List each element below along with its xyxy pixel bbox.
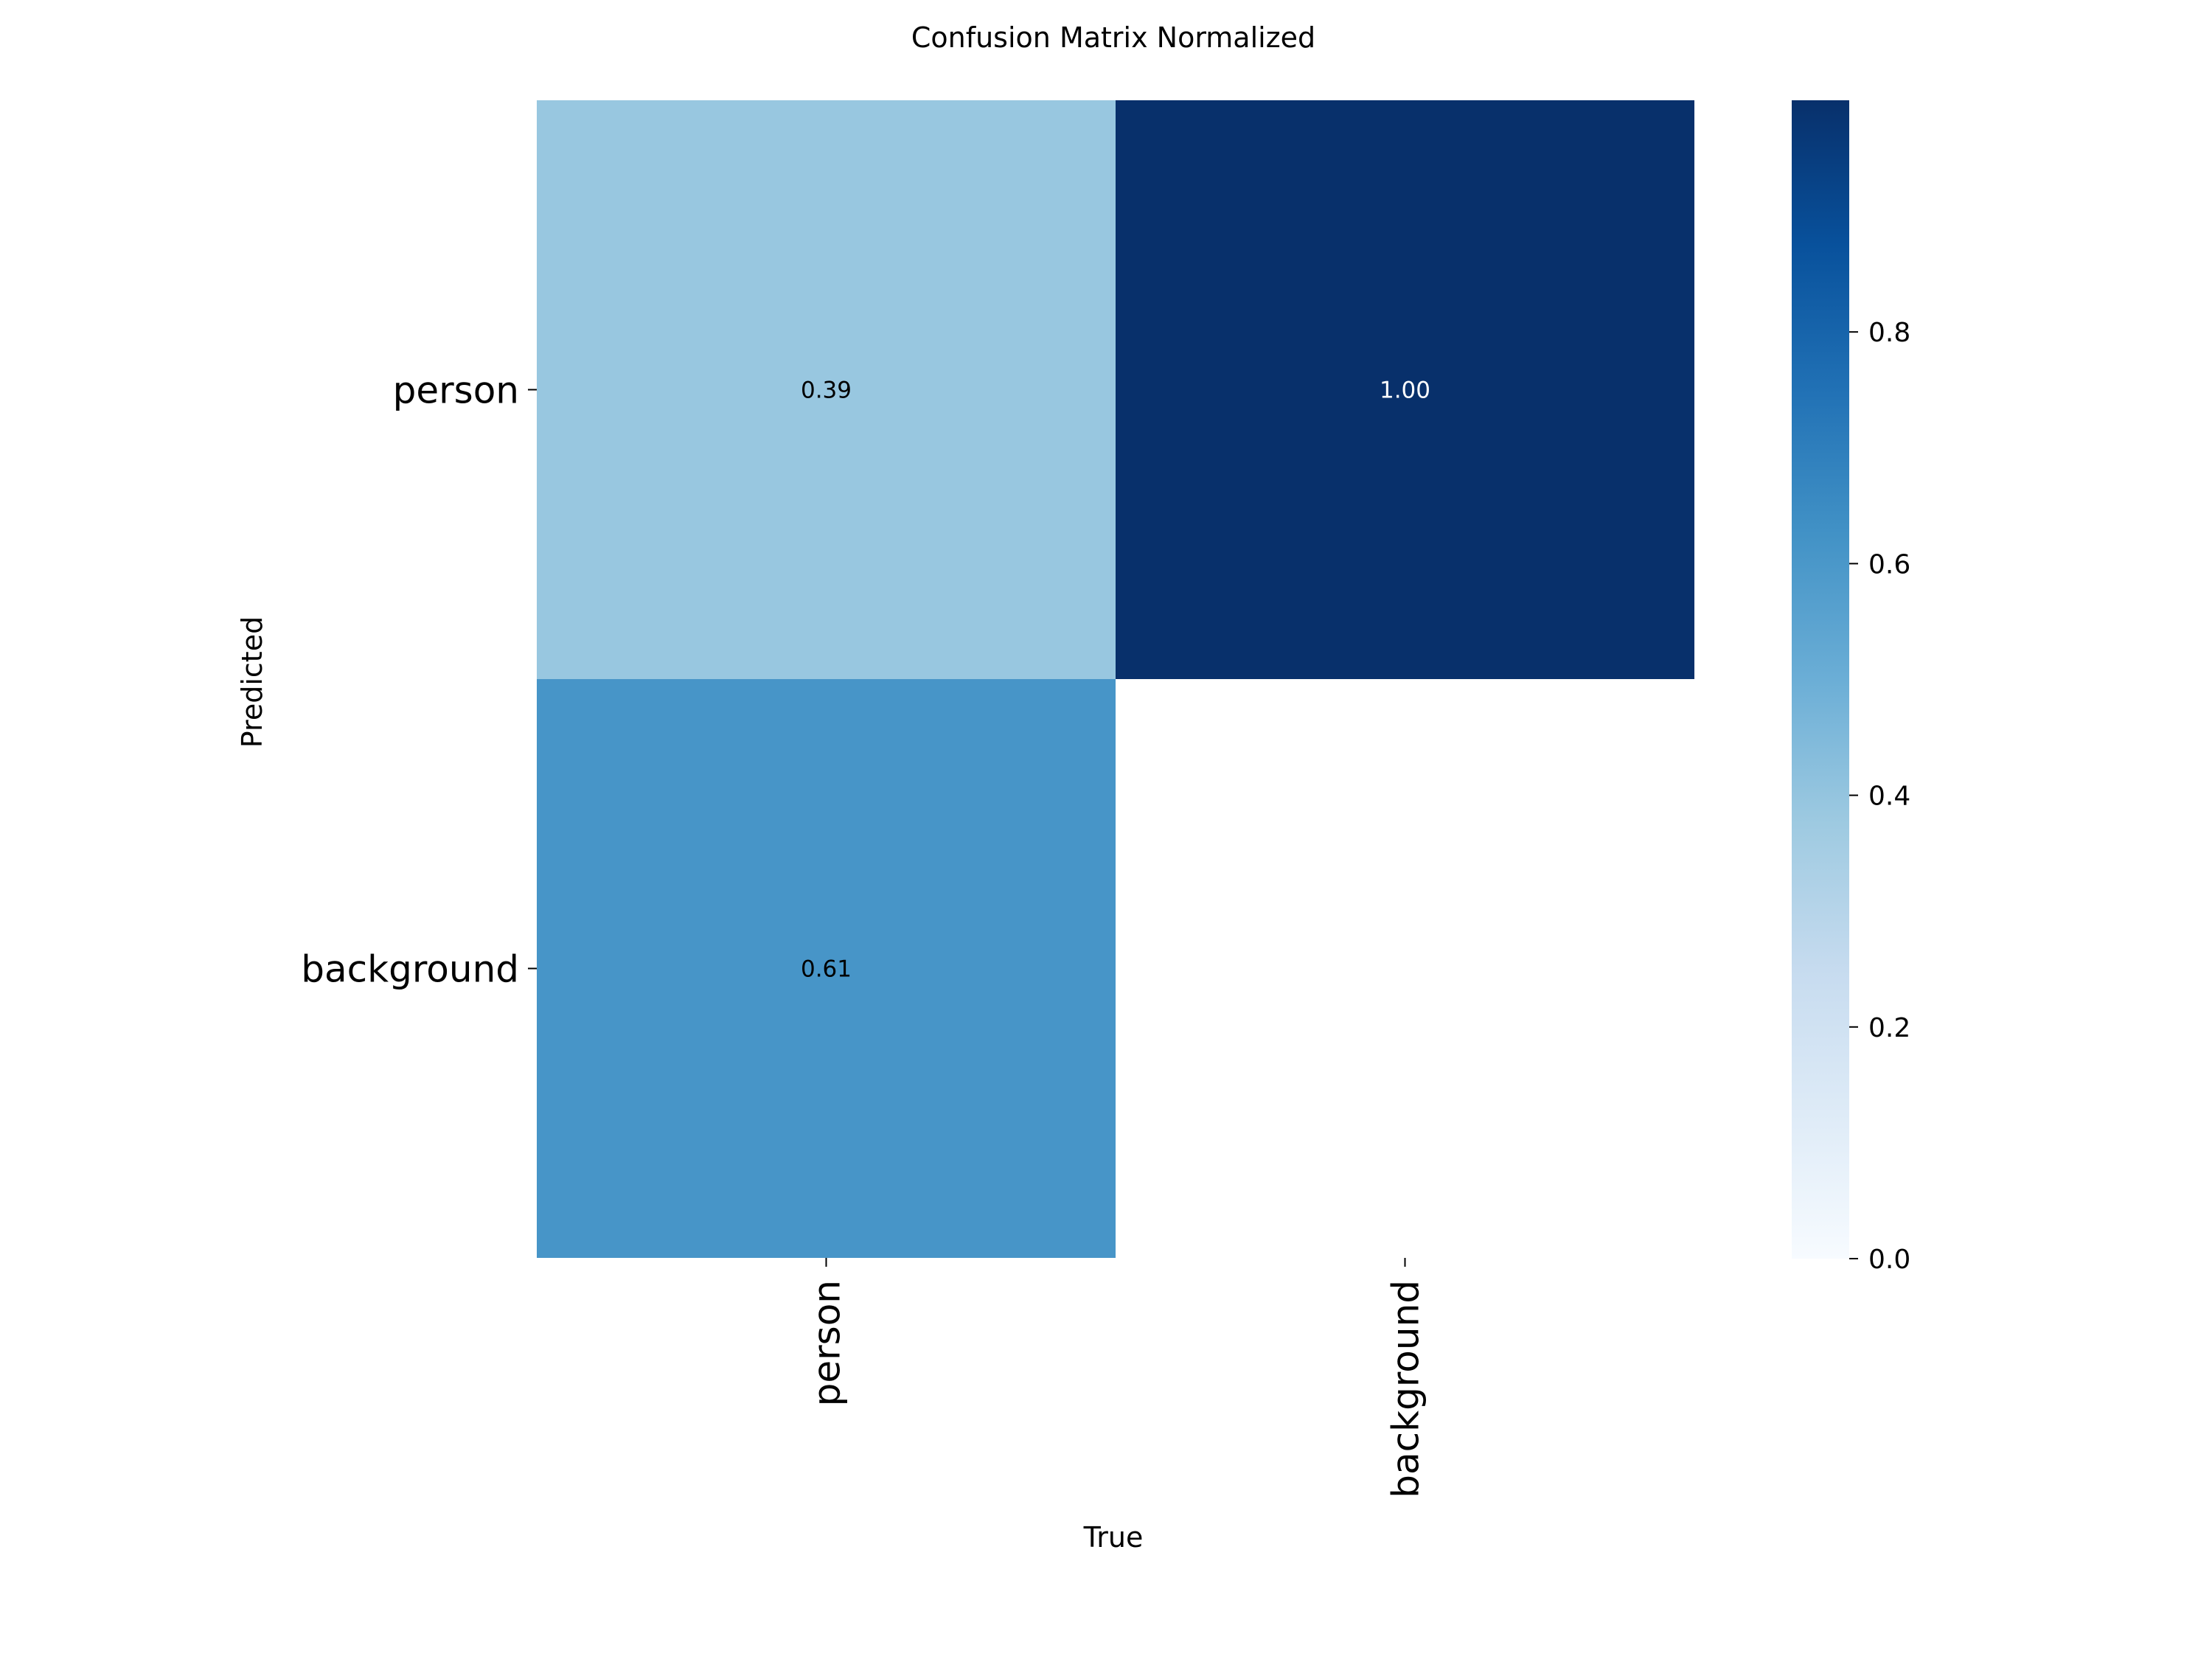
- colorbar-tick-label: 0.6: [1868, 549, 1910, 580]
- heatmap-cell-person-person: [537, 100, 1116, 679]
- cell-value-label: 0.61: [801, 956, 852, 983]
- heatmap-cell-person-background: [1116, 100, 1694, 679]
- heatmap-cell-background-person: [537, 679, 1116, 1258]
- y-axis-label: Predicted: [236, 616, 268, 748]
- cell-value-label: 0.39: [801, 378, 852, 404]
- x-tick-label-person: person: [806, 1280, 849, 1406]
- x-axis-label: True: [1083, 1521, 1144, 1554]
- y-tick-label-background: background: [301, 948, 519, 991]
- heatmap-cells: 0.39 1.00 0.61: [537, 100, 1694, 1258]
- colorbar-tick-label: 0.0: [1868, 1245, 1910, 1275]
- colorbar-tick-label: 0.2: [1868, 1013, 1910, 1043]
- y-tick-label-person: person: [393, 369, 519, 412]
- colorbar: [1792, 100, 1849, 1259]
- x-tick-label-background: background: [1385, 1280, 1427, 1498]
- colorbar-ticks: 0.0 0.2 0.4 0.6 0.8: [1849, 318, 1910, 1275]
- chart-title: Confusion Matrix Normalized: [911, 21, 1315, 54]
- cell-value-label: 1.00: [1380, 378, 1430, 404]
- heatmap-ticks: person background person background: [301, 369, 1427, 1498]
- colorbar-tick-label: 0.4: [1868, 782, 1910, 812]
- colorbar-tick-label: 0.8: [1868, 318, 1910, 348]
